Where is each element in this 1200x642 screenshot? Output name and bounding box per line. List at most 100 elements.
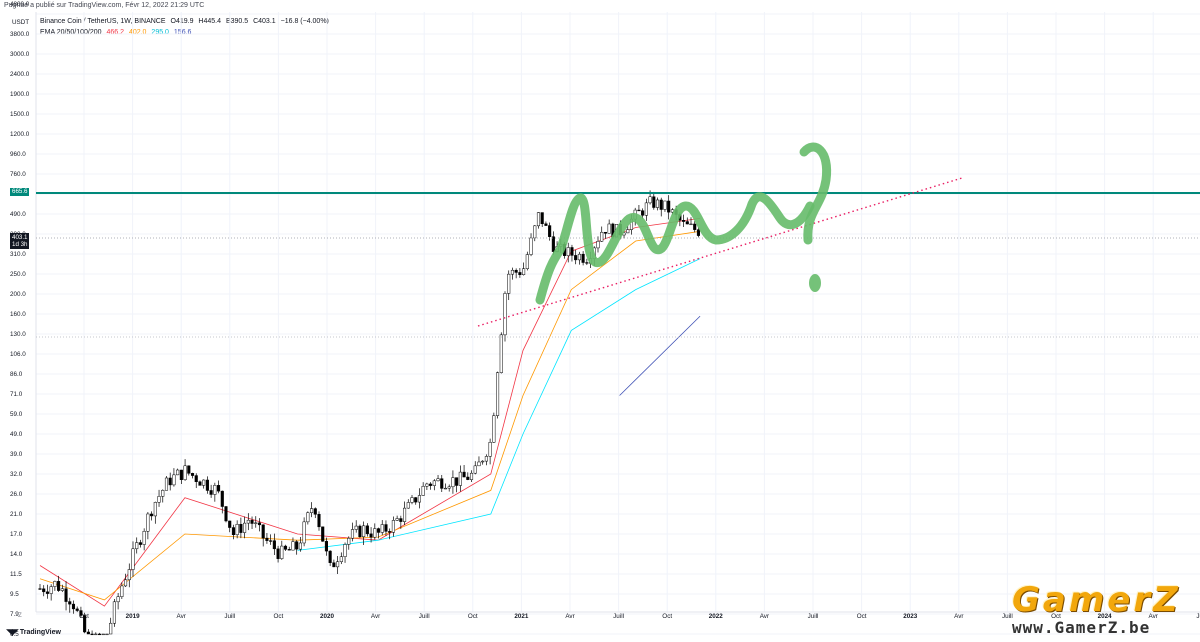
candle-up bbox=[525, 254, 529, 269]
candle-down bbox=[272, 540, 276, 550]
candle-up bbox=[533, 225, 537, 239]
y-tick-label: 3000.0 bbox=[10, 51, 30, 58]
candle-down bbox=[321, 526, 325, 542]
x-tick-label: Oct bbox=[468, 613, 478, 620]
candle-up bbox=[499, 334, 503, 373]
y-tick-label: 760.0 bbox=[10, 171, 26, 178]
candle-up bbox=[406, 502, 410, 509]
watermark-url: www.GamerZ.be bbox=[1012, 618, 1151, 637]
y-tick-label: 21.0 bbox=[10, 511, 23, 518]
candle-up bbox=[172, 474, 176, 486]
candle-up bbox=[626, 229, 630, 234]
ema-row[interactable]: EMA 20/50/100/200 466.2 402.0 295.0 156.… bbox=[40, 27, 329, 38]
bar-countdown: 1d 3h bbox=[12, 241, 28, 248]
y-tick-label: 9.5 bbox=[10, 591, 19, 598]
candle-down bbox=[429, 483, 433, 486]
gamerz-watermark: GamerZ www.GamerZ.be bbox=[1012, 582, 1200, 638]
candle-down bbox=[693, 223, 697, 230]
candle-down bbox=[581, 253, 585, 263]
candle-down bbox=[466, 476, 470, 480]
y-tick-label: 4800.0 bbox=[10, 1, 30, 8]
candle-up bbox=[644, 202, 648, 216]
price-axis[interactable]: 4800.0 3800.0 3000.0 2400.0 1900.0 1500.0 1200… bbox=[10, 1, 37, 638]
candle-down bbox=[79, 610, 83, 616]
ema-line bbox=[619, 315, 701, 396]
candle-down bbox=[544, 223, 548, 226]
candle-down bbox=[603, 231, 607, 234]
candle-up bbox=[146, 513, 150, 532]
candle-down bbox=[514, 269, 518, 273]
candle-down bbox=[551, 236, 555, 252]
x-tick-label: Oct bbox=[1051, 613, 1061, 620]
ema-label: EMA 20/50/100/200 bbox=[40, 29, 102, 36]
candle-down bbox=[187, 465, 191, 474]
candle-down bbox=[276, 548, 280, 559]
x-tick-label: 2020 bbox=[320, 613, 335, 620]
candle-up bbox=[373, 528, 377, 538]
y-tick-label: 1500.0 bbox=[10, 111, 30, 118]
candle-up bbox=[60, 588, 64, 591]
candle-down bbox=[317, 514, 321, 528]
candle-down bbox=[384, 524, 388, 532]
candle-up bbox=[135, 542, 139, 550]
publisher-line: Pugnae a publié sur TradingView.com, Fév… bbox=[4, 2, 205, 9]
candle-down bbox=[414, 497, 418, 503]
candle-down bbox=[86, 631, 90, 635]
candle-down bbox=[637, 209, 641, 212]
candle-up bbox=[566, 247, 570, 256]
candle-down bbox=[71, 603, 76, 610]
candle-up bbox=[120, 585, 124, 597]
candle-down bbox=[261, 524, 265, 539]
candle-down bbox=[209, 490, 213, 495]
ohlc-low: B390.5 bbox=[225, 18, 249, 25]
ohlc-close: C403.1 bbox=[253, 18, 276, 25]
candle-down bbox=[257, 522, 262, 526]
resistance-price-label: 665.6 bbox=[10, 188, 30, 196]
x-tick-label: Juill bbox=[419, 613, 430, 620]
candle-up bbox=[298, 542, 302, 550]
candle-up bbox=[347, 537, 351, 545]
symbol-label: Binance Coin / TetherUS, 1W, BINANCE bbox=[40, 18, 166, 25]
candle-down bbox=[369, 533, 373, 538]
candle-down bbox=[269, 540, 273, 542]
y-tick-label: 32.0 bbox=[10, 471, 23, 478]
ohlc-open: O419.9 bbox=[170, 18, 194, 25]
x-tick-label: Avr bbox=[565, 613, 574, 620]
candle-up bbox=[254, 522, 258, 524]
time-axis[interactable]: Oct 2019 Avr Juill Oct 2020 Avr Juill Oct 2021 Avr… bbox=[18, 611, 1200, 620]
candle-up bbox=[354, 525, 358, 530]
candle-down bbox=[682, 220, 686, 222]
y-tick-label: 59.0 bbox=[10, 411, 23, 418]
candle-down bbox=[75, 608, 79, 611]
candle-up bbox=[395, 518, 399, 521]
candle-up bbox=[109, 622, 113, 635]
candle-down bbox=[570, 247, 574, 256]
ohlc-high: H445.4 bbox=[198, 18, 221, 25]
candle-up bbox=[112, 601, 116, 624]
candle-down bbox=[198, 481, 202, 486]
candle-down bbox=[313, 508, 317, 515]
candle-up bbox=[522, 268, 526, 275]
candle-down bbox=[685, 221, 689, 225]
symbol-row[interactable]: Binance Coin / TetherUS, 1W, BINANCE O41… bbox=[40, 16, 329, 27]
candle-up bbox=[302, 521, 306, 544]
y-tick-label: 71.0 bbox=[10, 391, 23, 398]
candle-down bbox=[150, 513, 154, 517]
candle-up bbox=[124, 579, 128, 587]
candle-up bbox=[235, 524, 239, 536]
candle-down bbox=[38, 588, 42, 590]
candle-up bbox=[164, 477, 169, 491]
candle-down bbox=[358, 525, 362, 537]
y-tick-label: 6.5 bbox=[10, 631, 19, 638]
candle-down bbox=[97, 633, 102, 636]
candle-up bbox=[310, 508, 314, 513]
candle-up bbox=[648, 196, 652, 204]
tradingview-logo[interactable]: ◥◤ TradingView bbox=[6, 627, 61, 638]
y-tick-label: 250.0 bbox=[10, 271, 26, 278]
candle-up bbox=[339, 556, 343, 563]
y-tick-label: 2400.0 bbox=[10, 71, 30, 78]
candle-up bbox=[343, 544, 347, 557]
y-tick-label: 310.0 bbox=[10, 251, 26, 258]
candle-down bbox=[585, 262, 589, 264]
